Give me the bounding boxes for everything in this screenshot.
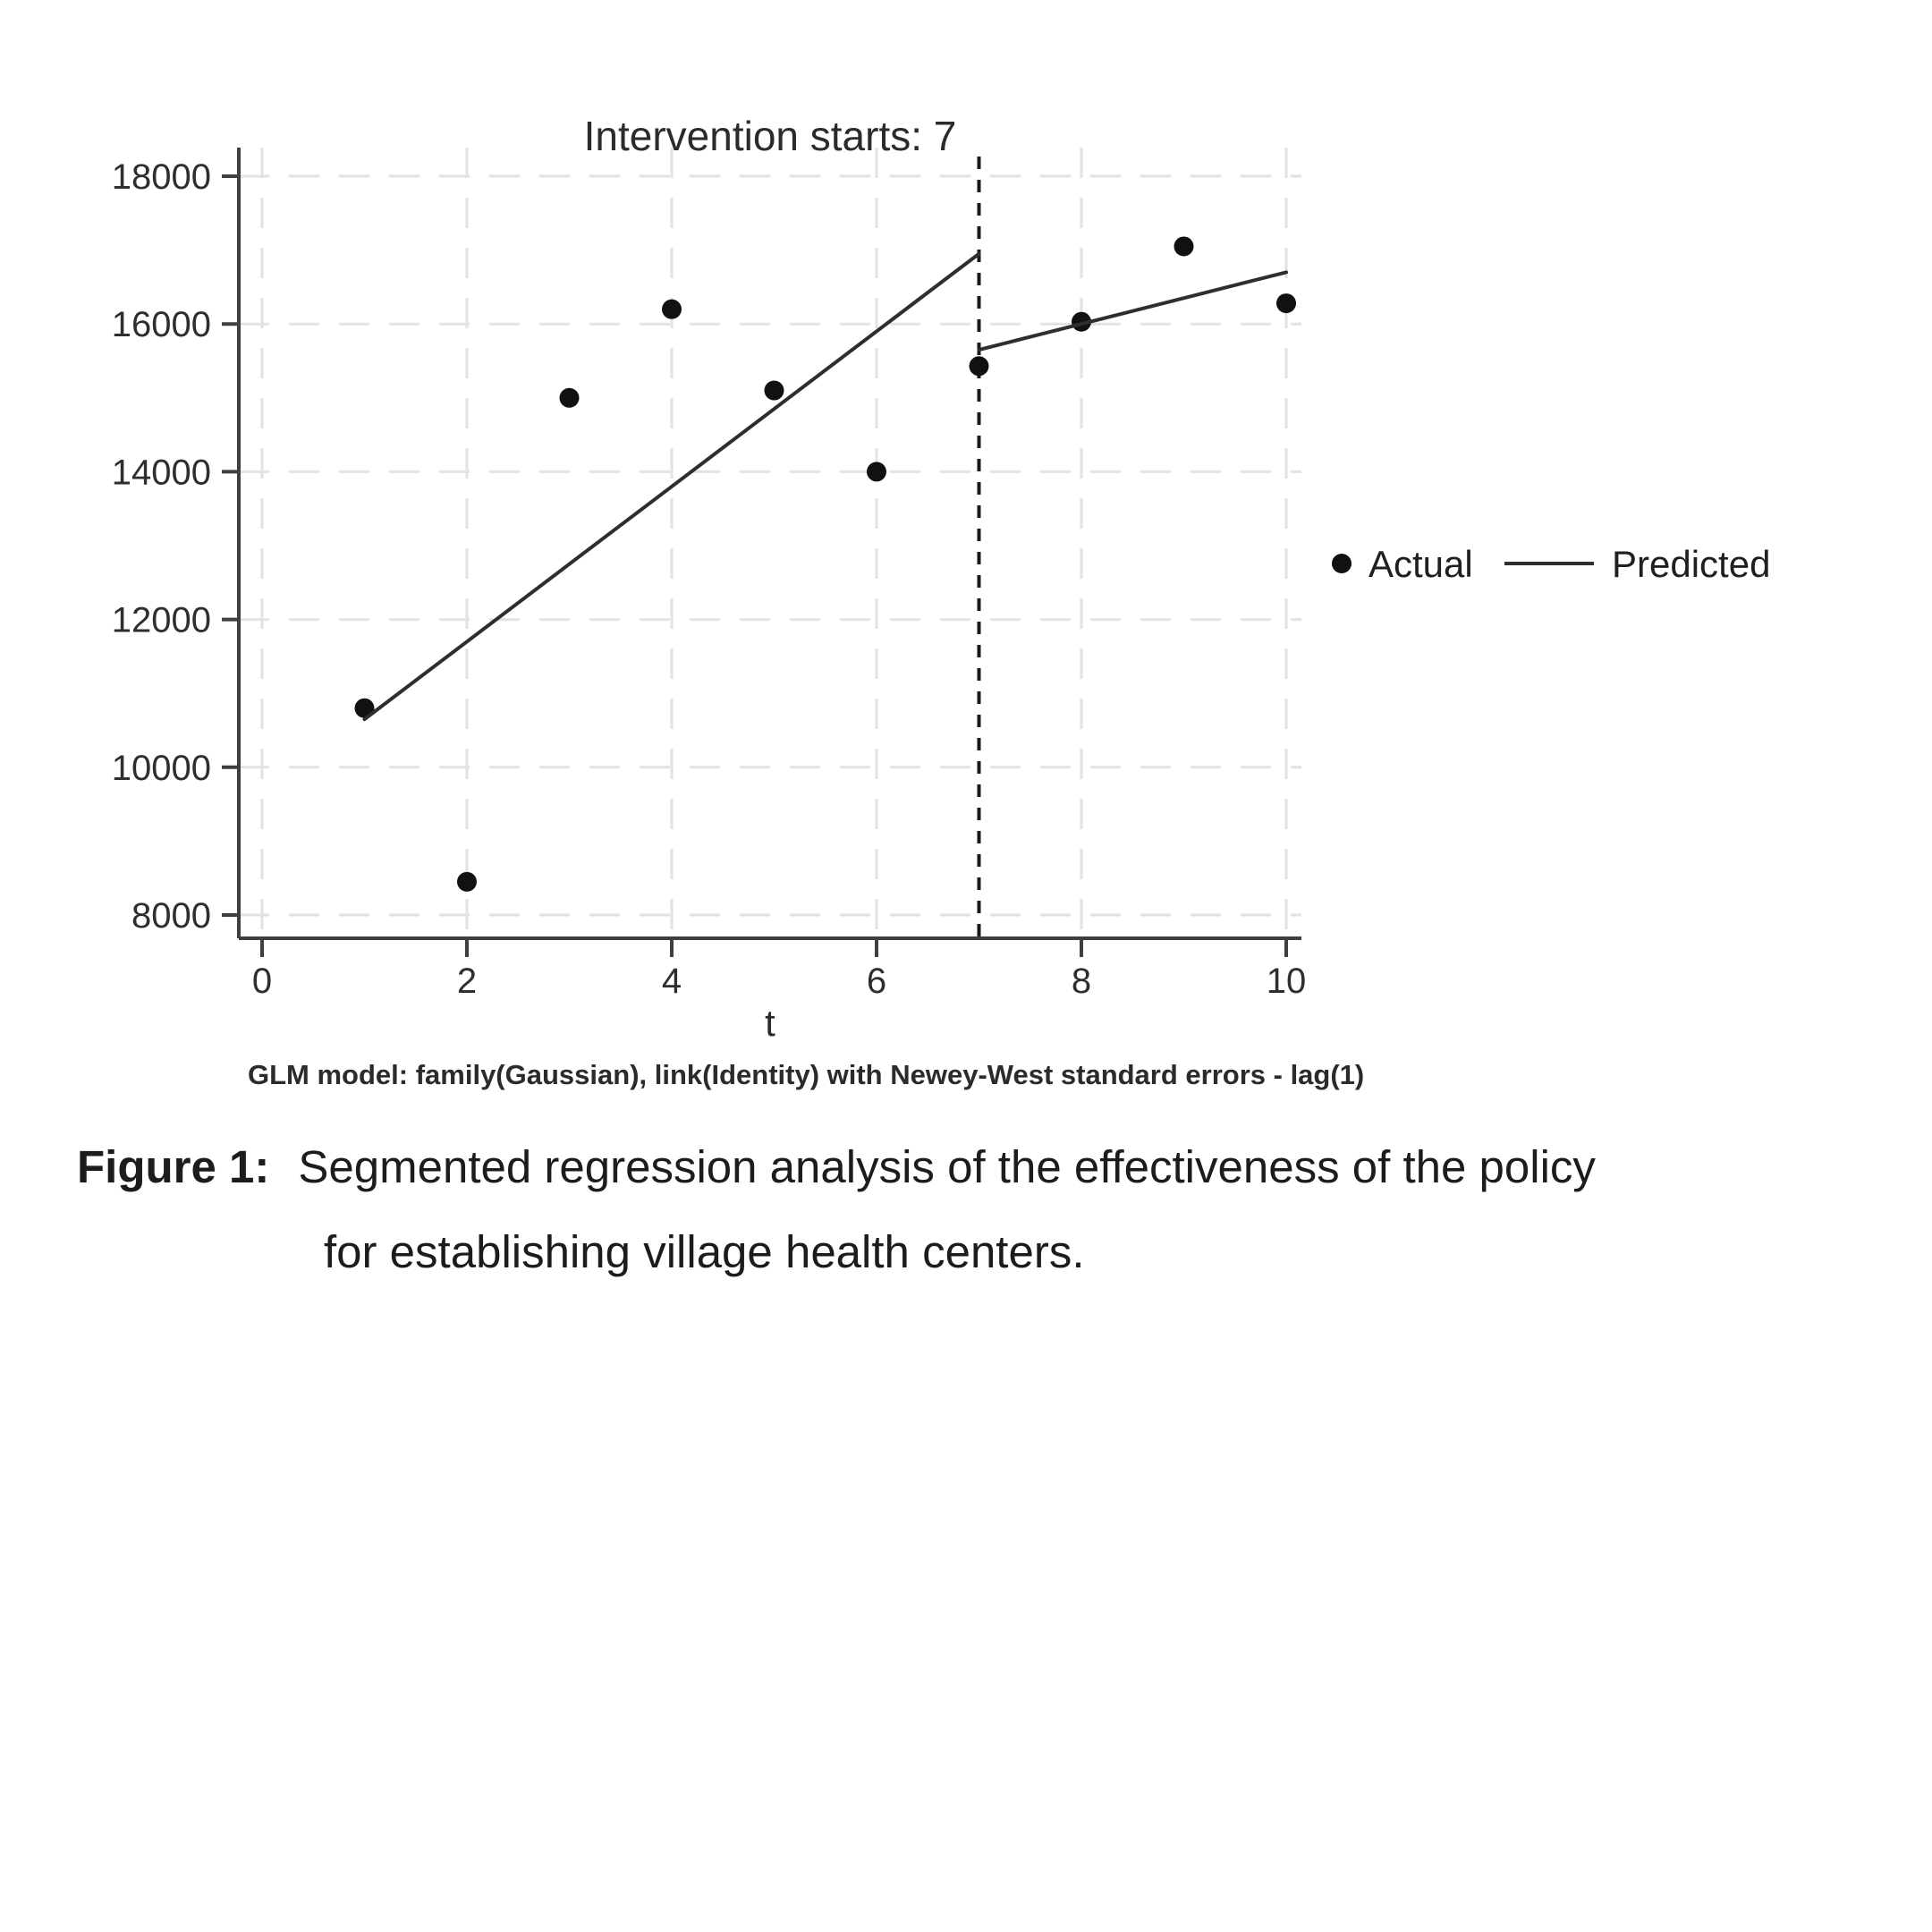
- y-tick-label: 18000: [112, 157, 211, 197]
- x-tick-label: 0: [252, 962, 272, 1001]
- x-tick-label: 6: [867, 962, 886, 1001]
- legend-predicted-label: Predicted: [1612, 543, 1770, 585]
- predicted-line-segment: [977, 270, 1288, 352]
- y-tick-label: 10000: [112, 749, 211, 788]
- x-tick-label: 4: [662, 962, 682, 1001]
- chart-legend: Actual Predicted: [1332, 543, 1770, 585]
- legend-actual-marker-icon: [1332, 554, 1352, 573]
- caption-line-2: for establishing village health centers.: [324, 1226, 1085, 1277]
- actual-data-point: [969, 356, 989, 377]
- actual-data-point: [457, 871, 477, 892]
- legend-actual-label: Actual: [1368, 543, 1473, 585]
- chart-title: Intervention starts: 7: [584, 113, 957, 159]
- axis-layer: 8000 10000 12000 14000 16000 18000 0 2 4 6 8 10: [112, 148, 1306, 1001]
- actual-data-point: [662, 299, 682, 319]
- y-tick-label: 16000: [112, 305, 211, 344]
- caption-line-1: Figure 1: Segmented regression analysis o…: [77, 1144, 1866, 1190]
- segmented-regression-chart: 8000 10000 12000 14000 16000 18000 0 2 4 6 8 10 Int…: [112, 113, 1771, 1090]
- caption-text: Segmented regression analysis of the eff…: [298, 1141, 1596, 1192]
- actual-data-point: [1174, 236, 1194, 257]
- figure-caption: Figure 1: Segmented regression analysis o…: [77, 1144, 1866, 1275]
- x-tick-label: 2: [457, 962, 477, 1001]
- y-tick-label: 14000: [112, 453, 211, 492]
- caption-figure-number: Figure 1:: [77, 1141, 270, 1192]
- actual-data-point: [1276, 293, 1296, 314]
- grid-layer: [239, 148, 1301, 938]
- y-tick-label: 12000: [112, 601, 211, 640]
- x-tick-label: 10: [1267, 962, 1307, 1001]
- x-axis-title: t: [765, 1002, 775, 1044]
- x-tick-label: 8: [1072, 962, 1091, 1001]
- actual-data-point: [764, 380, 784, 401]
- actual-data-point: [354, 698, 375, 718]
- predicted-line-segment: [362, 251, 981, 722]
- chart-note: GLM model: family(Gaussian), link(Identi…: [248, 1059, 1364, 1090]
- y-tick-label: 8000: [131, 896, 211, 936]
- actual-data-point: [559, 387, 580, 408]
- actual-data-point: [867, 462, 886, 482]
- series-layer: [354, 157, 1296, 938]
